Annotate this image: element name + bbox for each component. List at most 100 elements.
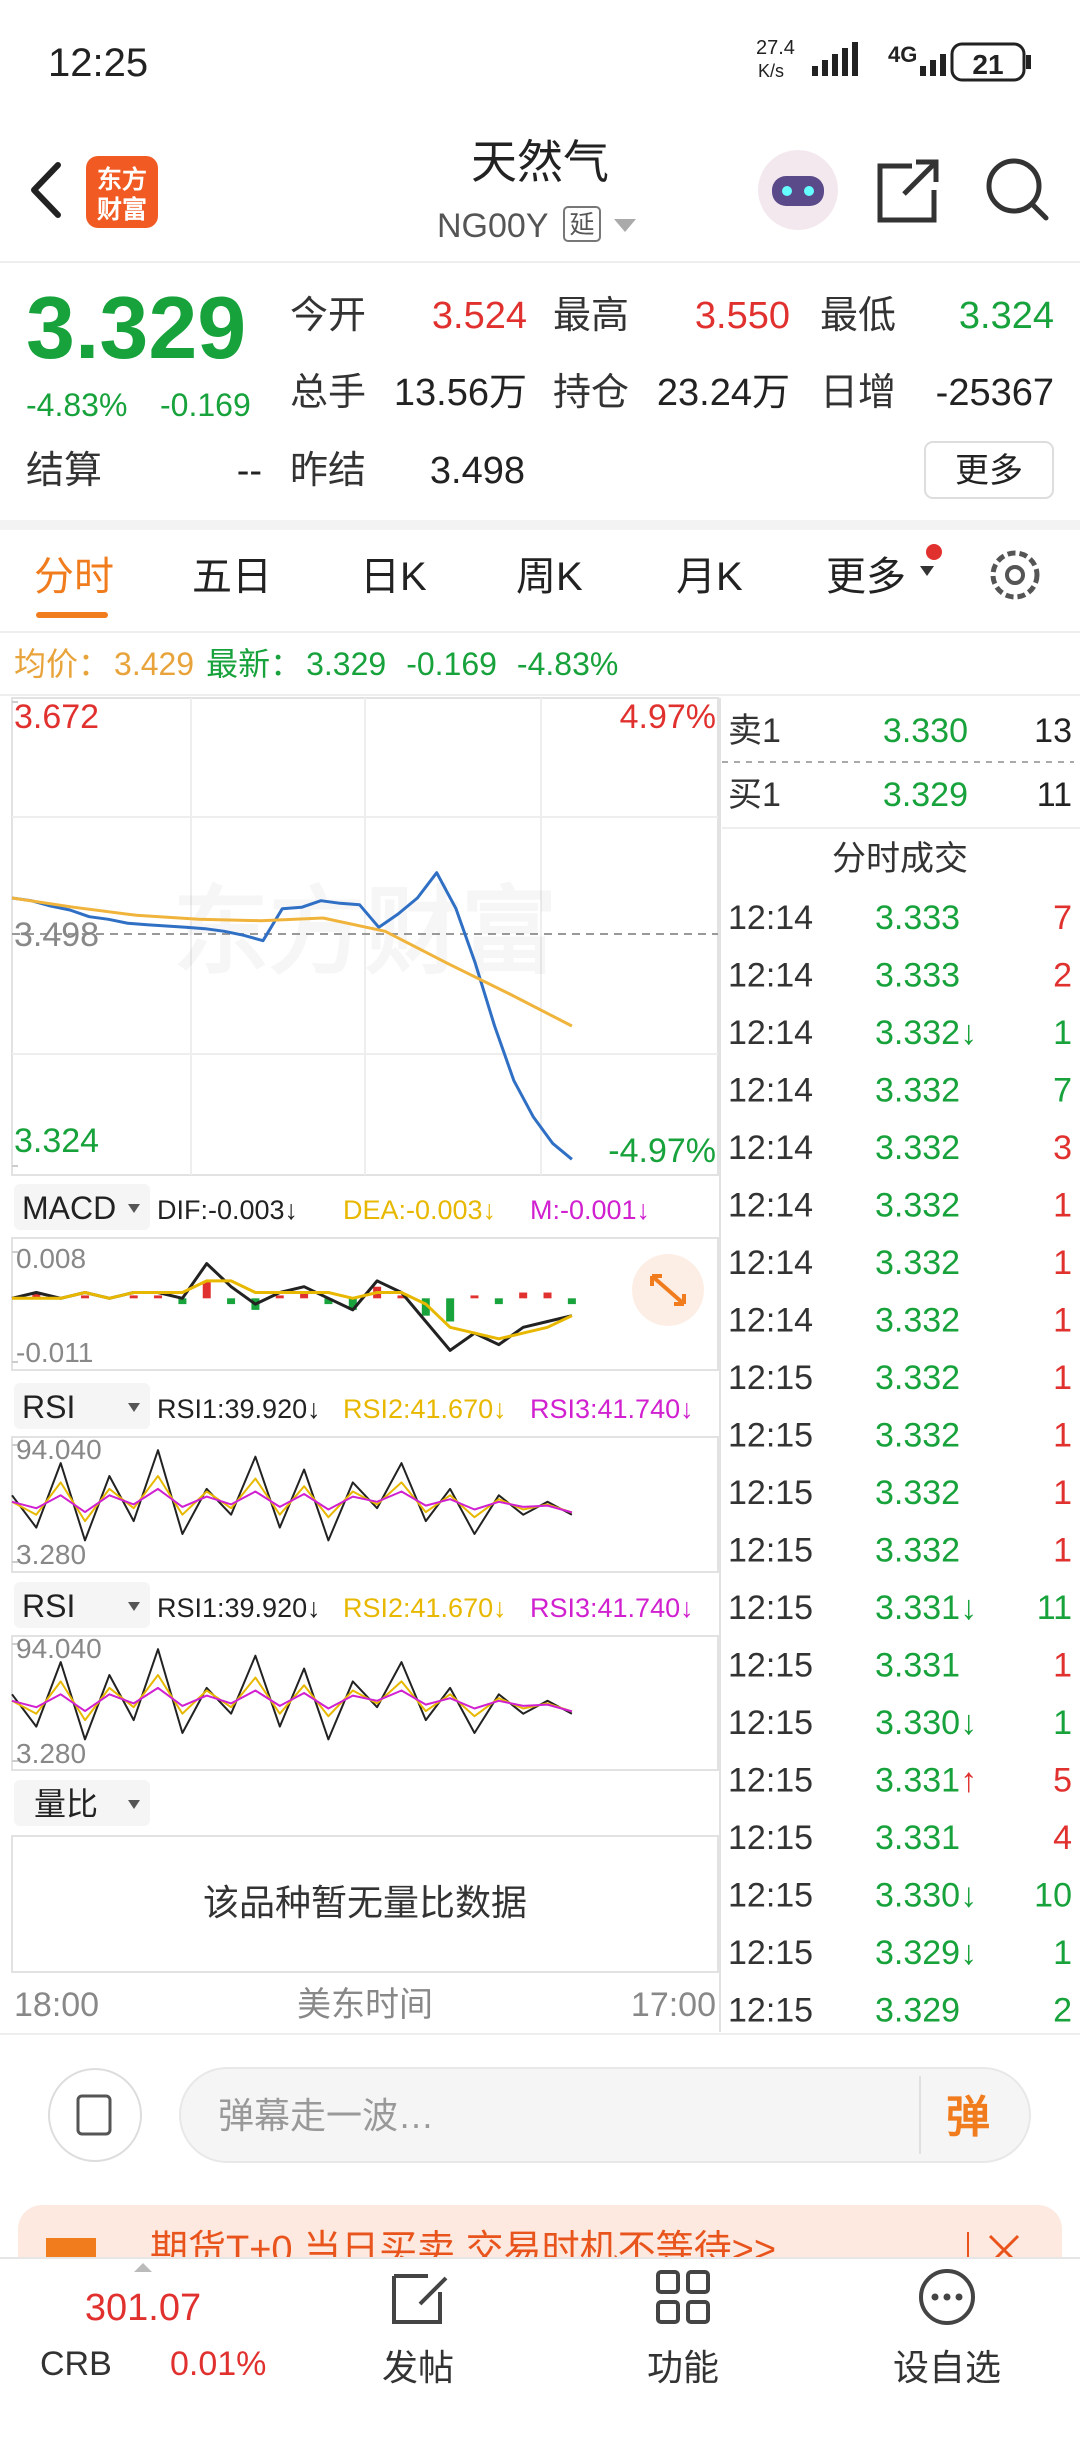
- more-button-label[interactable]: 更多: [955, 452, 1023, 490]
- tab[interactable]: 更多: [826, 555, 906, 599]
- indicator-readout: DEA:-0.003↓: [343, 1195, 496, 1225]
- macd-bar: [81, 1295, 90, 1299]
- trade-arrow: ↓: [960, 1704, 977, 1742]
- macd-bar: [397, 1295, 406, 1299]
- field-value: 13.56万: [394, 372, 527, 414]
- indicator-readout: RSI1:39.920↓: [157, 1593, 321, 1623]
- trade-price-value: 3.331: [875, 1819, 960, 1857]
- tab[interactable]: 五日: [192, 555, 272, 599]
- expand-icon: [650, 1274, 686, 1306]
- search-button[interactable]: [986, 158, 1042, 214]
- trade-price-value: 3.332: [875, 1474, 960, 1512]
- book-volume: 13: [1034, 712, 1072, 750]
- selector-dropdown: [128, 1602, 140, 1611]
- x-axis-label: 17:00: [631, 1986, 716, 2024]
- share-button[interactable]: [877, 159, 939, 223]
- book-label: 卖1: [728, 712, 781, 750]
- function-icon: [656, 2270, 710, 2324]
- trade-price: 3.329: [875, 1992, 960, 2030]
- tab[interactable]: 月K: [676, 555, 743, 599]
- code-dropdown[interactable]: [614, 219, 636, 232]
- field-label: 昨结: [290, 450, 366, 492]
- settings-button[interactable]: [990, 550, 1040, 600]
- trade-price: 3.330↓: [875, 1704, 977, 1742]
- trade-price-value: 3.332: [875, 1532, 960, 1570]
- tab[interactable]: 分时: [34, 555, 114, 599]
- ratio-selector-label[interactable]: 量比: [34, 1786, 98, 1822]
- app-logo[interactable]: [86, 156, 158, 228]
- comment-input[interactable]: [179, 2067, 1031, 2163]
- field-label: 总手: [290, 372, 366, 414]
- danmaku-button[interactable]: 弹: [946, 2093, 990, 2142]
- trade-arrow: ↓: [960, 1877, 977, 1915]
- ratio-selector[interactable]: [14, 1780, 150, 1826]
- ticker-indicator: [134, 2263, 152, 2272]
- macd-bar: [543, 1292, 552, 1299]
- y-tick-label: -0.011: [16, 1337, 93, 1368]
- indicator-readout: RSI1:39.920↓: [157, 1394, 321, 1424]
- trade-time: 12:15: [728, 1934, 813, 1972]
- section-gap: [0, 520, 1080, 530]
- macd-bar: [567, 1298, 576, 1305]
- tab[interactable]: 日K: [360, 555, 427, 599]
- index-value[interactable]: 301.07: [85, 2287, 201, 2329]
- trade-volume: 10: [1034, 1877, 1072, 1915]
- nav-item[interactable]: 设自选: [893, 2347, 1001, 2388]
- bottom-nav: [0, 2258, 1080, 2440]
- trade-price-value: 3.333: [875, 899, 960, 937]
- delay-tag-box: [563, 206, 601, 242]
- trade-volume: 2: [1053, 1992, 1072, 2030]
- avg-label: 均价：: [14, 646, 110, 682]
- nav-item[interactable]: 发帖: [382, 2347, 454, 2388]
- more-button[interactable]: [924, 441, 1054, 499]
- macd-frame: [11, 1237, 719, 1371]
- trade-time: 12:14: [728, 1302, 813, 1340]
- trade-time: 12:15: [728, 1762, 813, 1800]
- trade-price: 3.332: [875, 1187, 960, 1225]
- trade-volume: 1: [1053, 1532, 1072, 1570]
- indicator-selector[interactable]: [14, 1383, 150, 1429]
- trade-price: 3.332: [875, 1129, 960, 1167]
- avatar-eye: [804, 186, 814, 196]
- indicator-selector-label: RSI: [22, 1588, 75, 1624]
- trade-volume: 1: [1053, 1014, 1072, 1052]
- indicator-selector[interactable]: [14, 1184, 150, 1230]
- nav-item[interactable]: 功能: [647, 2347, 719, 2388]
- trade-price: 3.331: [875, 1647, 960, 1685]
- empty-message: 该品种暂无量比数据: [203, 1882, 527, 1923]
- field-value: -25367: [936, 372, 1054, 414]
- macd-bar: [446, 1298, 455, 1322]
- trade-volume: 7: [1053, 899, 1072, 937]
- trade-price: 3.331↑: [875, 1762, 977, 1800]
- book-price: 3.330: [883, 712, 968, 750]
- index-name[interactable]: CRB: [40, 2345, 112, 2383]
- y-tick-label: 94.040: [16, 1434, 102, 1465]
- back-button[interactable]: [31, 162, 61, 218]
- tab[interactable]: 周K: [516, 555, 583, 599]
- trade-time: 12:14: [728, 1072, 813, 1110]
- last-change-pct: -4.83%: [517, 646, 618, 682]
- pct-label: -4.97%: [608, 1132, 716, 1170]
- trade-volume: 3: [1053, 1129, 1072, 1167]
- index-change[interactable]: 0.01%: [170, 2345, 266, 2383]
- last-change: -0.169: [406, 646, 497, 682]
- trade-price-value: 3.332: [875, 1014, 960, 1052]
- trade-price-value: 3.330: [875, 1704, 960, 1742]
- indicator-selector[interactable]: [14, 1582, 150, 1628]
- instrument-code[interactable]: NG00Y: [437, 207, 549, 245]
- watchlist-icon: [919, 2269, 975, 2325]
- trade-time: 12:14: [728, 1244, 813, 1282]
- indicator-readout: RSI2:41.670↓: [343, 1394, 507, 1424]
- danmaku-settings[interactable]: [48, 2068, 142, 2162]
- trade-price-value: 3.332: [875, 1072, 960, 1110]
- indicator-readout: M:-0.001↓: [530, 1195, 650, 1225]
- change-pct: -4.83%: [26, 387, 127, 423]
- series-line: [12, 1279, 573, 1341]
- avatar-visor: [772, 176, 824, 206]
- last-value: 3.329: [306, 646, 386, 682]
- trade-time: 12:15: [728, 1359, 813, 1397]
- trade-volume: 1: [1053, 1474, 1072, 1512]
- summary-line: 均价： 3.429 最新： 3.329 -0.169 -4.83%: [14, 646, 618, 682]
- series-line: [11, 871, 573, 1161]
- trade-volume: 1: [1053, 1934, 1072, 1972]
